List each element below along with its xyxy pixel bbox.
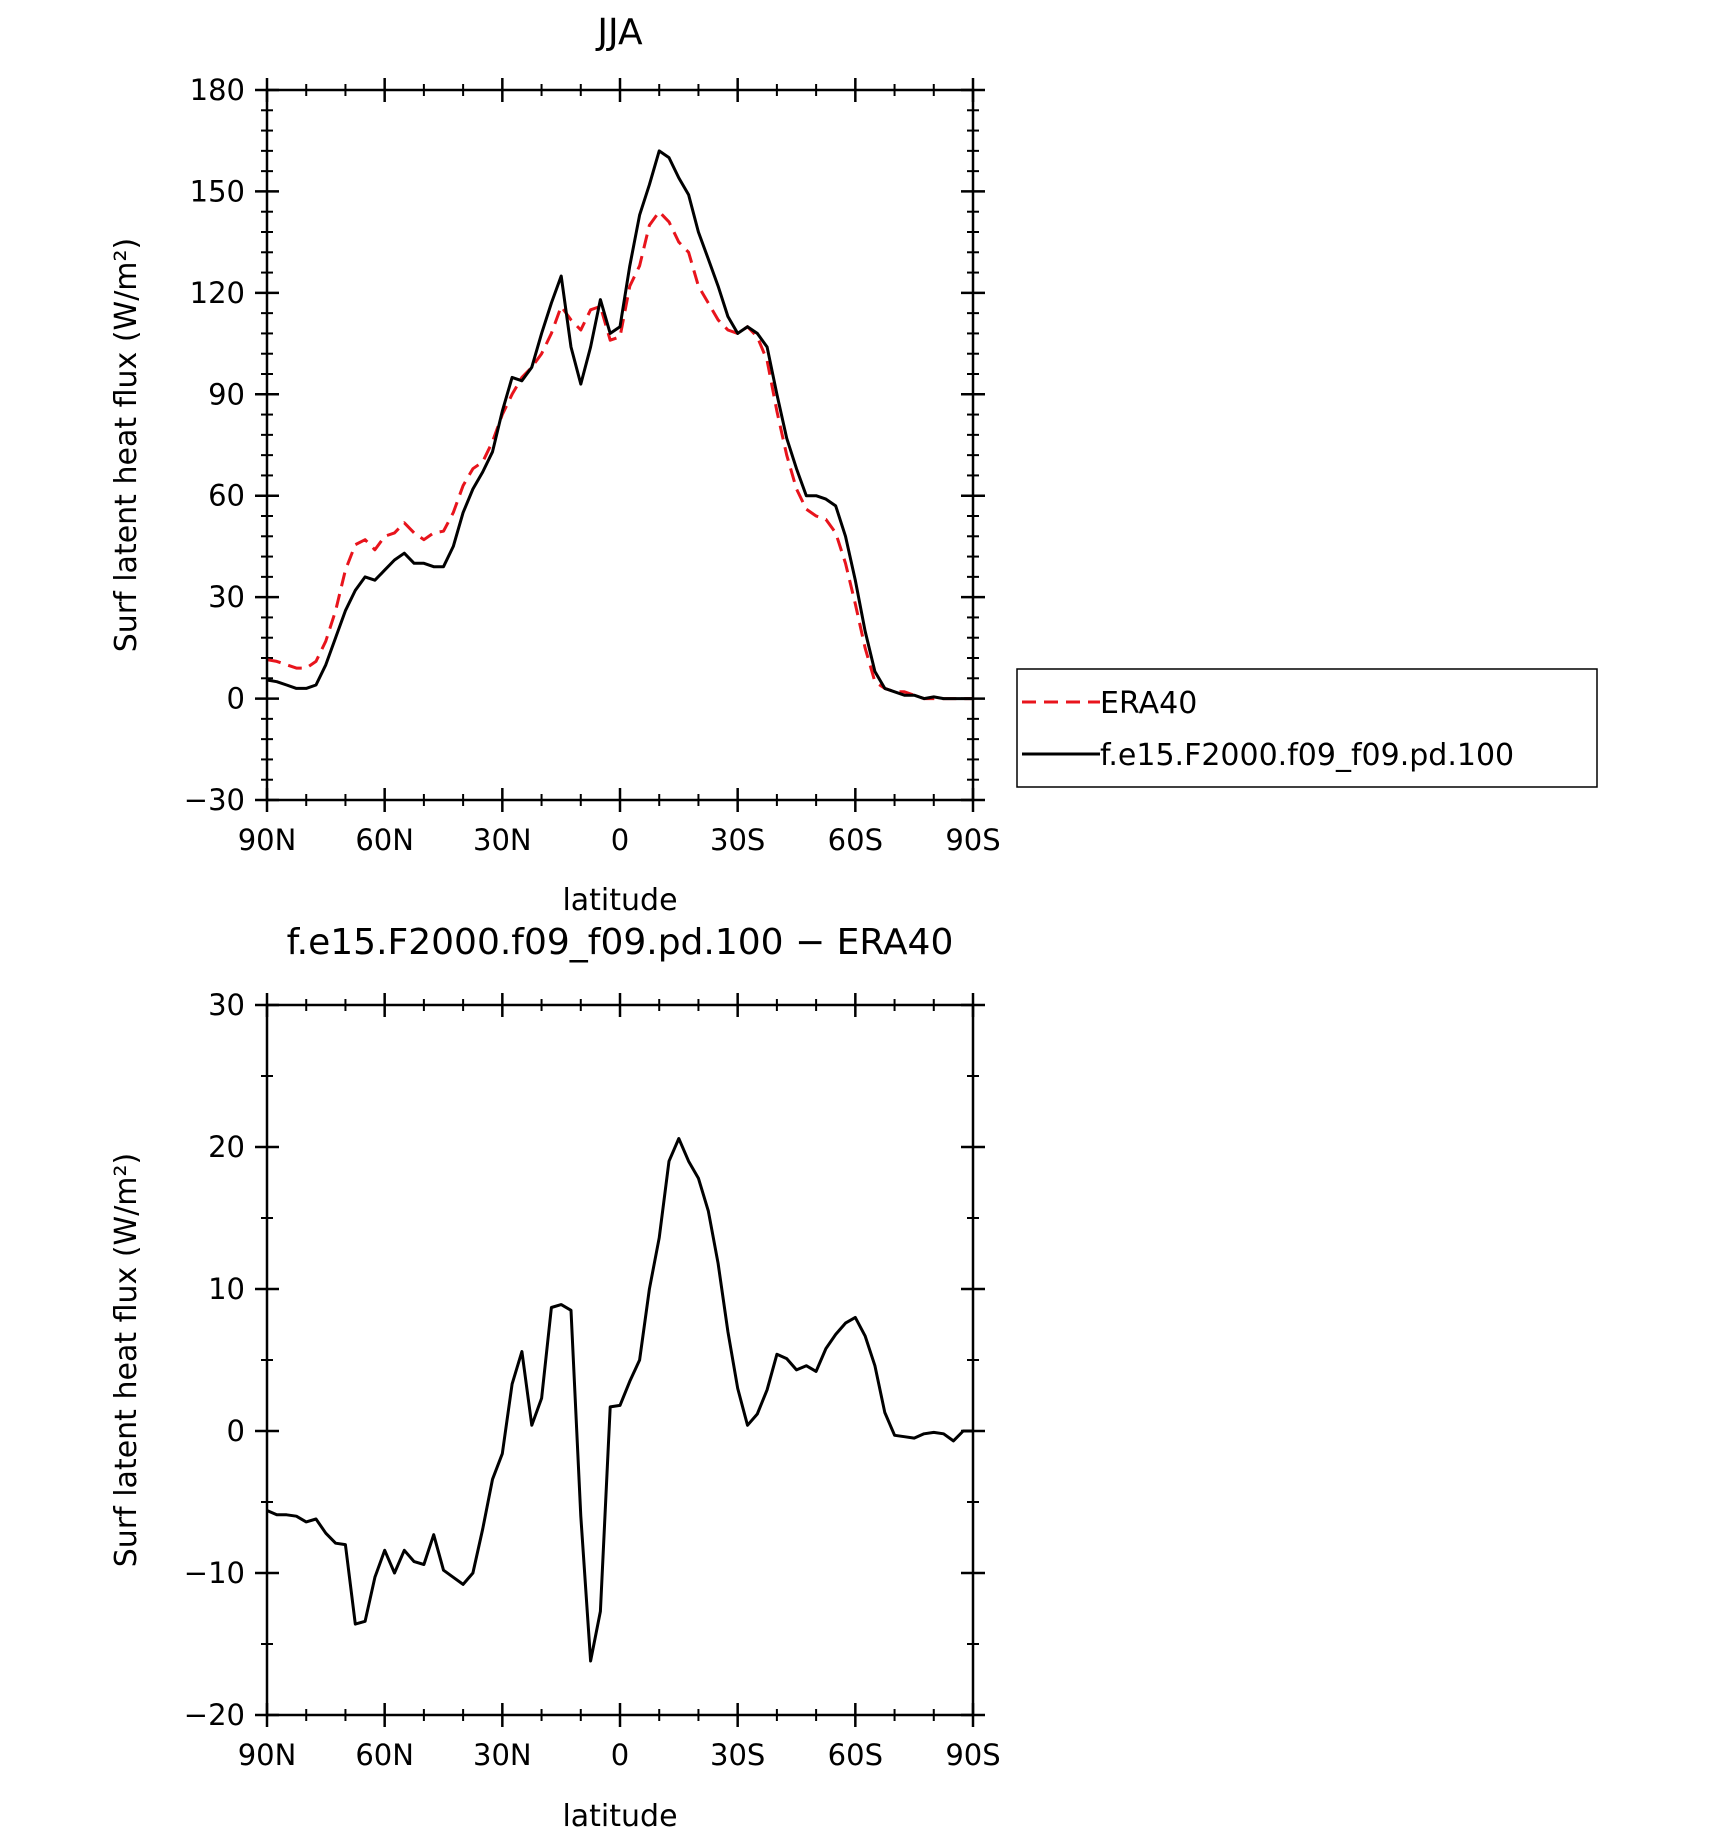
x-tick-label: 60N — [355, 1738, 414, 1772]
y-tick-label: 180 — [190, 73, 245, 107]
legend-label-era40: ERA40 — [1100, 686, 1197, 721]
bottom-panel-frame — [265, 1003, 975, 1717]
x-tick-label: 60S — [828, 1738, 883, 1772]
x-tick-label: 30N — [473, 823, 532, 857]
top-panel-x-axis-title: latitude — [562, 883, 677, 918]
top-panel-frame — [265, 88, 975, 802]
x-tick-label: 90N — [238, 1738, 297, 1772]
series-line-f-e15-f2000-f09-f09-pd-100 — [266, 149, 973, 701]
x-tick-label: 30S — [710, 1738, 765, 1772]
legend-box — [1016, 668, 1598, 788]
y-tick-label: 0 — [227, 1414, 245, 1448]
top-panel: JJA −30 0 30 60 90 120 150 180 90N 60N 30N 0 30S 60S… — [109, 12, 1598, 918]
y-tick-label: 150 — [190, 174, 245, 208]
bottom-panel-series — [266, 1137, 973, 1663]
y-tick-label: 30 — [208, 988, 245, 1022]
bottom-panel-title: f.e15.F2000.f09_f09.pd.100 − ERA40 — [287, 922, 954, 963]
y-tick-label: 10 — [208, 1272, 245, 1306]
bottom-panel-y-axis-title: Surf latent heat flux (W/m²) — [109, 1153, 144, 1568]
x-tick-label: 90S — [945, 823, 1000, 857]
y-tick-label: −30 — [184, 783, 245, 817]
bottom-panel: f.e15.F2000.f09_f09.pd.100 − ERA40 −20 −1… — [109, 922, 1001, 1834]
x-tick-label: 0 — [611, 1738, 629, 1772]
series-line-difference — [266, 1137, 973, 1663]
y-tick-label: 0 — [227, 682, 245, 716]
legend: ERA40 f.e15.F2000.f09_f09.pd.100 — [1016, 668, 1598, 788]
x-tick-label: 60N — [355, 823, 414, 857]
y-tick-label: 60 — [208, 479, 245, 513]
x-tick-label: 90S — [945, 1738, 1000, 1772]
top-panel-y-tick-labels: −30 0 30 60 90 120 150 180 — [184, 73, 245, 817]
y-tick-label: 20 — [208, 1130, 245, 1164]
y-tick-label: 120 — [190, 276, 245, 310]
bottom-panel-x-axis-title: latitude — [562, 1799, 677, 1834]
bottom-panel-y-tick-labels: −20 −10 0 10 20 30 — [184, 988, 245, 1732]
x-tick-label: 0 — [611, 823, 629, 857]
x-tick-label: 30N — [473, 1738, 532, 1772]
top-panel-title: JJA — [595, 12, 643, 53]
bottom-panel-x-tick-labels: 90N 60N 30N 0 30S 60S 90S — [238, 1738, 1001, 1772]
y-tick-label: −10 — [184, 1556, 245, 1590]
top-panel-series — [266, 149, 973, 701]
legend-label-model: f.e15.F2000.f09_f09.pd.100 — [1100, 738, 1514, 773]
x-tick-label: 90N — [238, 823, 297, 857]
top-panel-x-tick-labels: 90N 60N 30N 0 30S 60S 90S — [238, 823, 1001, 857]
y-tick-label: 30 — [208, 580, 245, 614]
series-line-era40 — [266, 210, 973, 701]
y-tick-label: 90 — [208, 377, 245, 411]
x-tick-label: 30S — [710, 823, 765, 857]
x-tick-label: 60S — [828, 823, 883, 857]
top-panel-y-axis-title: Surf latent heat flux (W/m²) — [109, 238, 144, 653]
y-tick-label: −20 — [184, 1698, 245, 1732]
